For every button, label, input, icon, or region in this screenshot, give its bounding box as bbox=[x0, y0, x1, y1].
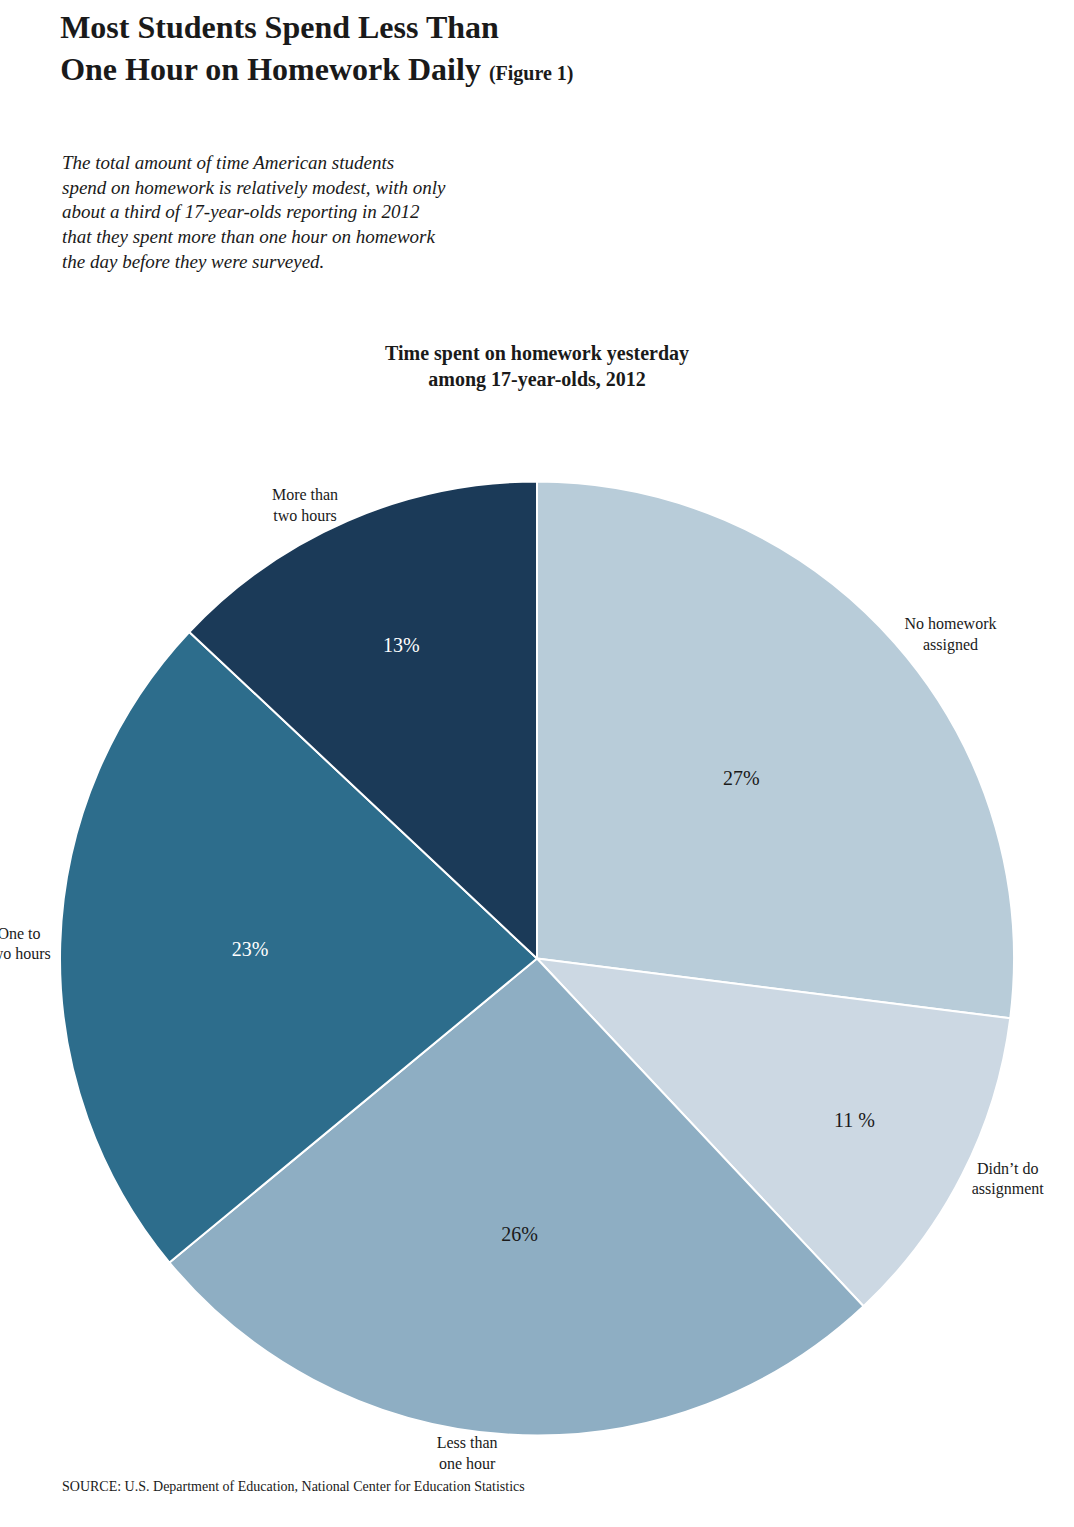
svg-text:23%: 23% bbox=[232, 938, 269, 960]
svg-text:Didn’t doassignment: Didn’t doassignment bbox=[972, 1160, 1045, 1199]
svg-text:13%: 13% bbox=[383, 634, 420, 656]
svg-text:11 %: 11 % bbox=[834, 1109, 875, 1131]
svg-text:No homeworkassigned: No homeworkassigned bbox=[905, 615, 997, 654]
svg-text:Time spent on homework yesterd: Time spent on homework yesterdayamong 17… bbox=[385, 342, 689, 391]
svg-text:26%: 26% bbox=[501, 1223, 538, 1245]
svg-text:27%: 27% bbox=[723, 767, 760, 789]
svg-text:SOURCE: U.S. Department of Edu: SOURCE: U.S. Department of Education, Na… bbox=[62, 1479, 525, 1494]
svg-text:More thantwo hours: More thantwo hours bbox=[272, 486, 338, 524]
svg-text:The total amount of time Ameri: The total amount of time American studen… bbox=[62, 152, 446, 272]
svg-text:Most Students Spend Less ThanO: Most Students Spend Less ThanOne Hour on… bbox=[60, 9, 573, 87]
svg-text:One totwo hours: One totwo hours bbox=[0, 925, 51, 963]
svg-text:Less thanone hour: Less thanone hour bbox=[437, 1434, 498, 1472]
